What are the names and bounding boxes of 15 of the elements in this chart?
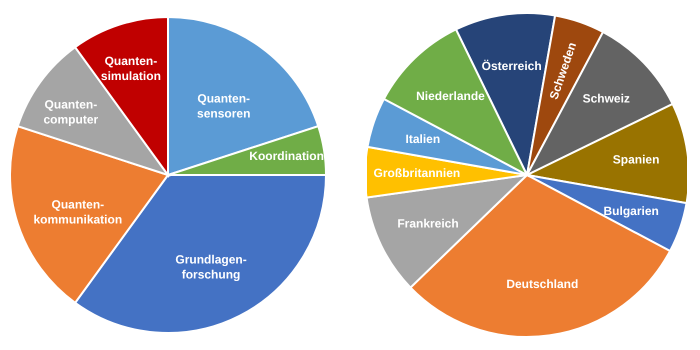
slice-label: Österreich [482,58,542,73]
slice-label: Bulgarien [603,204,659,218]
slice-label: Quanten-sensoren [197,91,250,120]
slice-label: Schweiz [582,91,630,106]
slice-label: Italien [406,132,440,146]
slice-label: Quanten-computer [44,97,99,126]
slice-label: Deutschland [506,277,578,292]
slice-label: Grundlagen-forschung [175,252,247,282]
slice-label: Niederlande [416,88,486,103]
slice-label: Spanien [612,152,660,167]
slice-label: Koordination [249,149,324,164]
slice-label: Frankreich [397,216,459,230]
slice-label: Großbritannien [374,166,460,180]
slice-label: Quanten-simulation [100,54,161,83]
slice-label: Quanten-kommunikation [33,197,122,226]
